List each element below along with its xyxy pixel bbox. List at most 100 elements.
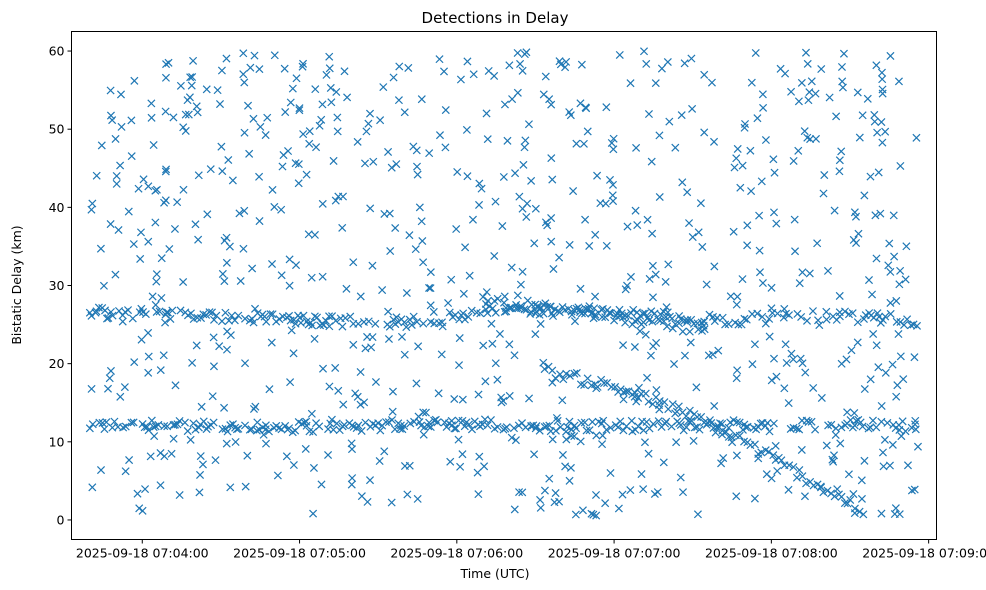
data-point	[562, 57, 571, 66]
data-point	[306, 318, 315, 327]
data-point	[822, 307, 831, 316]
data-point	[236, 276, 245, 286]
data-point	[819, 488, 828, 497]
data-point	[825, 93, 834, 102]
data-point	[210, 315, 219, 324]
data-point	[687, 54, 696, 63]
data-point	[223, 327, 232, 336]
data-point	[707, 78, 716, 87]
data-point	[640, 309, 650, 318]
data-point	[502, 423, 511, 432]
data-point	[680, 59, 689, 68]
data-point	[222, 345, 231, 354]
data-point	[289, 349, 298, 358]
data-point	[609, 197, 618, 206]
data-point	[558, 450, 567, 459]
data-point	[136, 228, 146, 237]
data-point	[400, 350, 409, 359]
data-point	[624, 311, 633, 320]
data-point	[227, 311, 236, 320]
data-point	[837, 147, 846, 156]
data-point	[738, 275, 747, 284]
data-point	[173, 198, 182, 207]
data-point	[580, 380, 589, 390]
data-point	[152, 307, 161, 316]
data-point	[815, 321, 824, 330]
data-point	[611, 382, 620, 391]
data-point	[415, 203, 424, 212]
data-point	[518, 66, 527, 75]
data-point	[218, 269, 227, 278]
data-point	[407, 320, 416, 330]
data-point	[784, 399, 793, 408]
data-point	[160, 452, 169, 461]
data-point	[464, 420, 474, 429]
data-point	[626, 79, 635, 88]
data-point	[453, 167, 462, 176]
data-point	[329, 425, 338, 434]
data-point	[181, 110, 190, 119]
data-point	[552, 413, 561, 423]
data-point	[469, 70, 478, 79]
data-point	[248, 264, 257, 273]
data-point	[598, 313, 607, 322]
x-tick-label: 2025-09-18 07:04:00	[76, 546, 209, 561]
data-point	[289, 461, 298, 470]
data-point	[413, 170, 422, 179]
data-point	[217, 317, 226, 326]
data-point	[170, 224, 179, 233]
data-point	[711, 428, 720, 437]
data-point	[576, 284, 585, 293]
data-point	[302, 170, 311, 179]
data-point	[348, 474, 357, 483]
data-point	[743, 221, 752, 230]
data-point	[127, 116, 136, 125]
data-point	[331, 196, 340, 205]
y-tick-label: 50	[49, 122, 65, 137]
data-point	[246, 63, 255, 72]
y-tick-label: 20	[49, 356, 65, 371]
data-point	[805, 269, 814, 278]
data-point	[811, 89, 820, 98]
y-tick-label: 10	[49, 434, 65, 449]
data-point	[672, 438, 681, 447]
data-point	[567, 310, 576, 319]
data-point	[540, 365, 549, 374]
data-point	[318, 199, 327, 208]
data-point	[441, 106, 450, 115]
data-point	[527, 307, 536, 317]
data-point	[655, 405, 664, 414]
data-point	[243, 101, 253, 110]
data-point	[726, 292, 735, 301]
data-point	[635, 327, 645, 336]
data-point	[892, 392, 901, 401]
data-point	[652, 386, 661, 395]
data-point	[368, 261, 377, 270]
data-point	[199, 417, 208, 426]
data-point	[327, 98, 336, 107]
data-point	[755, 211, 764, 220]
data-point	[351, 389, 360, 398]
data-point	[543, 221, 552, 230]
data-point	[395, 62, 404, 71]
data-point	[714, 346, 723, 355]
data-point	[211, 456, 220, 465]
data-point	[549, 264, 558, 274]
data-point	[836, 439, 845, 448]
data-point	[649, 419, 658, 428]
data-point	[381, 418, 391, 427]
data-point	[781, 340, 790, 349]
data-point	[683, 188, 692, 197]
data-point	[682, 412, 691, 421]
data-point	[531, 424, 540, 433]
data-point	[96, 244, 105, 253]
data-point	[206, 165, 215, 174]
data-point	[262, 317, 271, 326]
data-point	[541, 72, 550, 81]
data-point	[539, 358, 548, 367]
data-point	[255, 172, 264, 181]
data-point	[144, 328, 153, 337]
data-point	[903, 461, 912, 470]
data-point	[787, 349, 796, 358]
data-point	[643, 373, 652, 382]
